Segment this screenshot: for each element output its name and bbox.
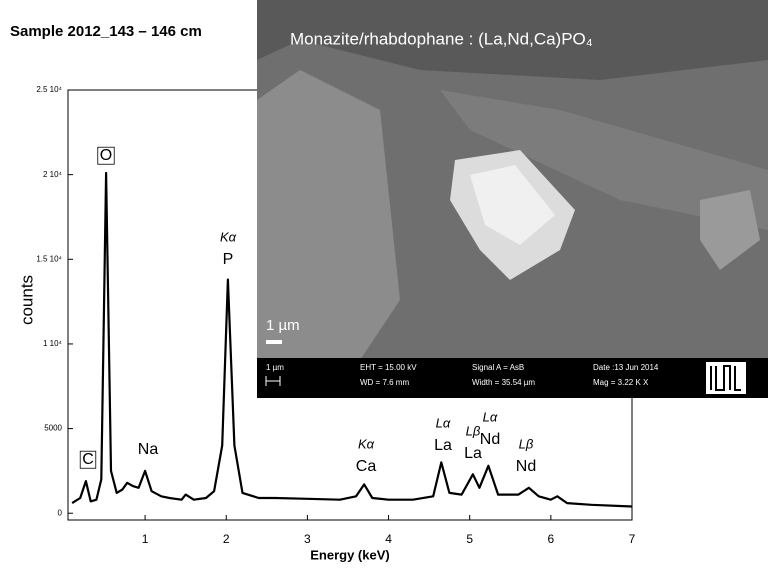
chart-title: Sample 2012_143 – 146 cm <box>10 23 202 40</box>
sem-info: 1 µm <box>266 363 284 372</box>
y-tick-label: 0 <box>58 508 63 517</box>
x-axis-label: Energy (keV) <box>310 547 389 562</box>
peak-label: O <box>100 147 112 164</box>
x-tick-label: 4 <box>385 532 392 546</box>
peak-line-label: Lα <box>483 409 498 424</box>
peak-line-label: Lβ <box>519 436 534 451</box>
x-tick-label: 6 <box>548 532 555 546</box>
peak-label-box <box>97 146 115 165</box>
peak-label: Ca <box>356 458 377 475</box>
y-tick-label: 2 10⁴ <box>43 170 63 179</box>
y-tick-label: 1.5 10⁴ <box>36 254 62 263</box>
x-tick-label: 1 <box>142 532 149 546</box>
peak-label: P <box>223 251 234 268</box>
y-tick-label: 2.5 10⁴ <box>36 85 62 94</box>
sem-scale-bar <box>266 340 282 344</box>
peak-line-label: Lβ <box>466 423 481 438</box>
peak-line-label: Kα <box>358 436 375 451</box>
y-tick-label: 1 10⁴ <box>43 339 63 348</box>
sem-bright-grain <box>470 165 555 245</box>
peak-label: La <box>464 445 482 462</box>
sem-info: Mag = 3.22 K X <box>593 378 649 387</box>
peak-label: Nd <box>480 431 500 448</box>
sem-logo <box>706 362 746 394</box>
sem-info: Signal A = AsB <box>472 363 524 372</box>
x-tick-label: 7 <box>629 532 636 546</box>
sem-grain <box>440 90 768 230</box>
x-tick-label: 2 <box>223 532 230 546</box>
peak-label-box <box>79 450 97 469</box>
sem-grain <box>257 0 768 80</box>
peak-line-label: Kα <box>220 229 237 244</box>
sem-grain <box>700 190 760 270</box>
x-tick-label: 3 <box>304 532 311 546</box>
sem-info: Date :13 Jun 2014 <box>593 363 659 372</box>
sem-image: Monazite/rhabdophane : (La,Nd,Ca)PO₄ 1 µ… <box>257 0 768 398</box>
sem-logo-mark <box>710 365 741 391</box>
peak-line-label: Lα <box>436 415 451 430</box>
x-tick-label: 5 <box>466 532 473 546</box>
peak-label: Na <box>138 441 159 458</box>
peak-label: C <box>82 451 94 468</box>
sem-info: WD = 7.6 mm <box>360 378 409 387</box>
peak-label: La <box>434 437 452 454</box>
sem-info-scale <box>265 376 281 386</box>
y-axis-label: counts <box>17 275 36 325</box>
sem-scale-label: 1 µm <box>266 317 300 334</box>
spectrum-line <box>71 171 633 508</box>
peak-label: Nd <box>516 458 536 475</box>
sem-info: EHT = 15.00 kV <box>360 363 417 372</box>
sem-info-bar <box>257 358 768 398</box>
sem-info: Width = 35.54 µm <box>472 378 535 387</box>
sem-grain <box>257 70 400 360</box>
sem-caption: Monazite/rhabdophane : (La,Nd,Ca)PO₄ <box>290 29 593 48</box>
y-tick-label: 5000 <box>44 424 62 433</box>
